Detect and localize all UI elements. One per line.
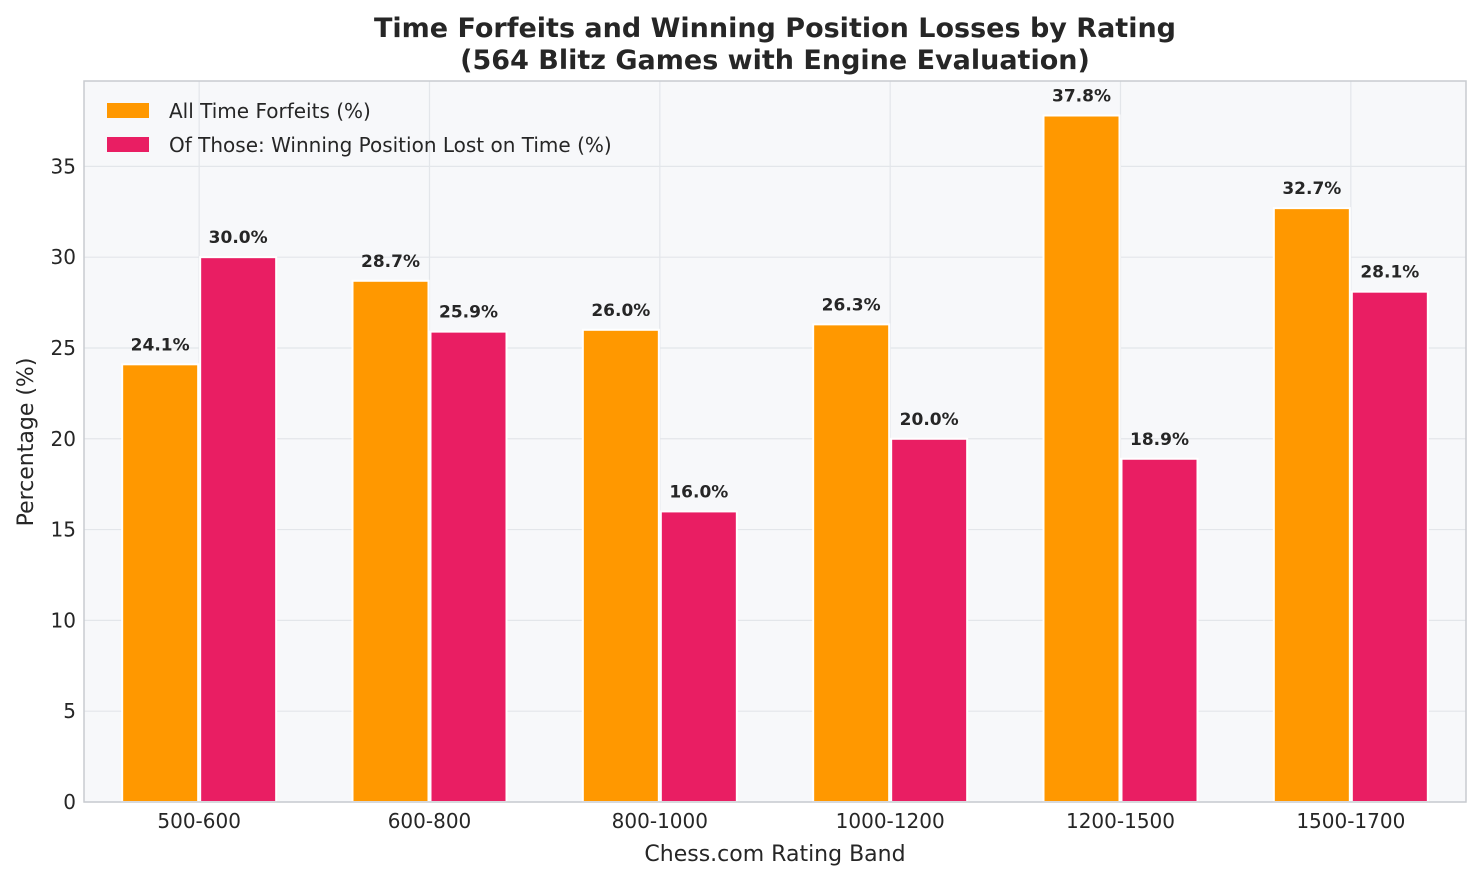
y-axis-ticks: 0 5 10 15 20 25 30 35 [51, 154, 76, 814]
data-label: 16.0% [669, 482, 728, 502]
x-tick-label: 1200-1500 [1066, 809, 1175, 833]
data-label: 28.1% [1360, 263, 1419, 283]
bar [659, 510, 738, 803]
legend-swatch [107, 137, 149, 152]
x-axis-label: Chess.com Rating Band [644, 842, 905, 867]
bar [1042, 114, 1121, 804]
x-tick-label: 500-600 [157, 809, 241, 833]
data-label: 30.0% [209, 228, 268, 248]
legend: All Time Forfeits (%) Of Those: Winning P… [107, 99, 612, 157]
legend-swatch [107, 103, 149, 118]
bar [812, 323, 891, 803]
bar [890, 437, 969, 803]
bar [581, 328, 660, 803]
data-label: 32.7% [1282, 179, 1341, 199]
bar [121, 363, 200, 803]
y-tick-label: 15 [51, 518, 76, 542]
data-label: 25.9% [439, 303, 498, 323]
x-axis-ticks: 500-600 600-800 800-1000 1000-1200 1200-1500… [157, 809, 1405, 833]
y-tick-label: 25 [51, 336, 76, 360]
chart-subtitle: (564 Blitz Games with Engine Evaluation) [460, 45, 1090, 76]
data-label: 37.8% [1052, 87, 1111, 107]
plot-area [84, 81, 1466, 802]
plot-frame [83, 80, 1467, 803]
y-tick-label: 20 [51, 427, 76, 451]
bar [429, 330, 508, 803]
x-tick-label: 800-1000 [612, 809, 708, 833]
x-tick-label: 600-800 [388, 809, 472, 833]
data-label: 28.7% [361, 252, 420, 272]
bar [351, 279, 430, 803]
bar [1272, 207, 1351, 803]
data-label: 18.9% [1130, 430, 1189, 450]
x-tick-label: 1000-1200 [836, 809, 945, 833]
y-axis-label: Percentage (%) [14, 358, 39, 527]
bars [121, 114, 1429, 804]
data-labels: 24.1% 28.7% 26.0% 26.3% 37.8% 32.7% 30.0% 25.9%… [131, 87, 1420, 503]
data-label: 24.1% [131, 335, 190, 355]
bar [1350, 290, 1429, 803]
bar [199, 256, 278, 803]
data-label: 20.0% [900, 410, 959, 430]
x-tick-label: 1500-1700 [1296, 809, 1405, 833]
legend-entry: All Time Forfeits (%) [169, 99, 371, 123]
chart-title: Time Forfeits and Winning Position Losse… [374, 13, 1176, 44]
y-tick-label: 0 [63, 790, 76, 814]
data-label: 26.0% [591, 301, 650, 321]
bar [1120, 457, 1199, 803]
data-label: 26.3% [822, 295, 881, 315]
y-tick-label: 10 [51, 608, 76, 632]
y-tick-label: 35 [51, 154, 76, 178]
y-tick-label: 5 [63, 699, 76, 723]
y-tick-label: 30 [51, 245, 76, 269]
legend-entry: Of Those: Winning Position Lost on Time … [169, 133, 612, 157]
